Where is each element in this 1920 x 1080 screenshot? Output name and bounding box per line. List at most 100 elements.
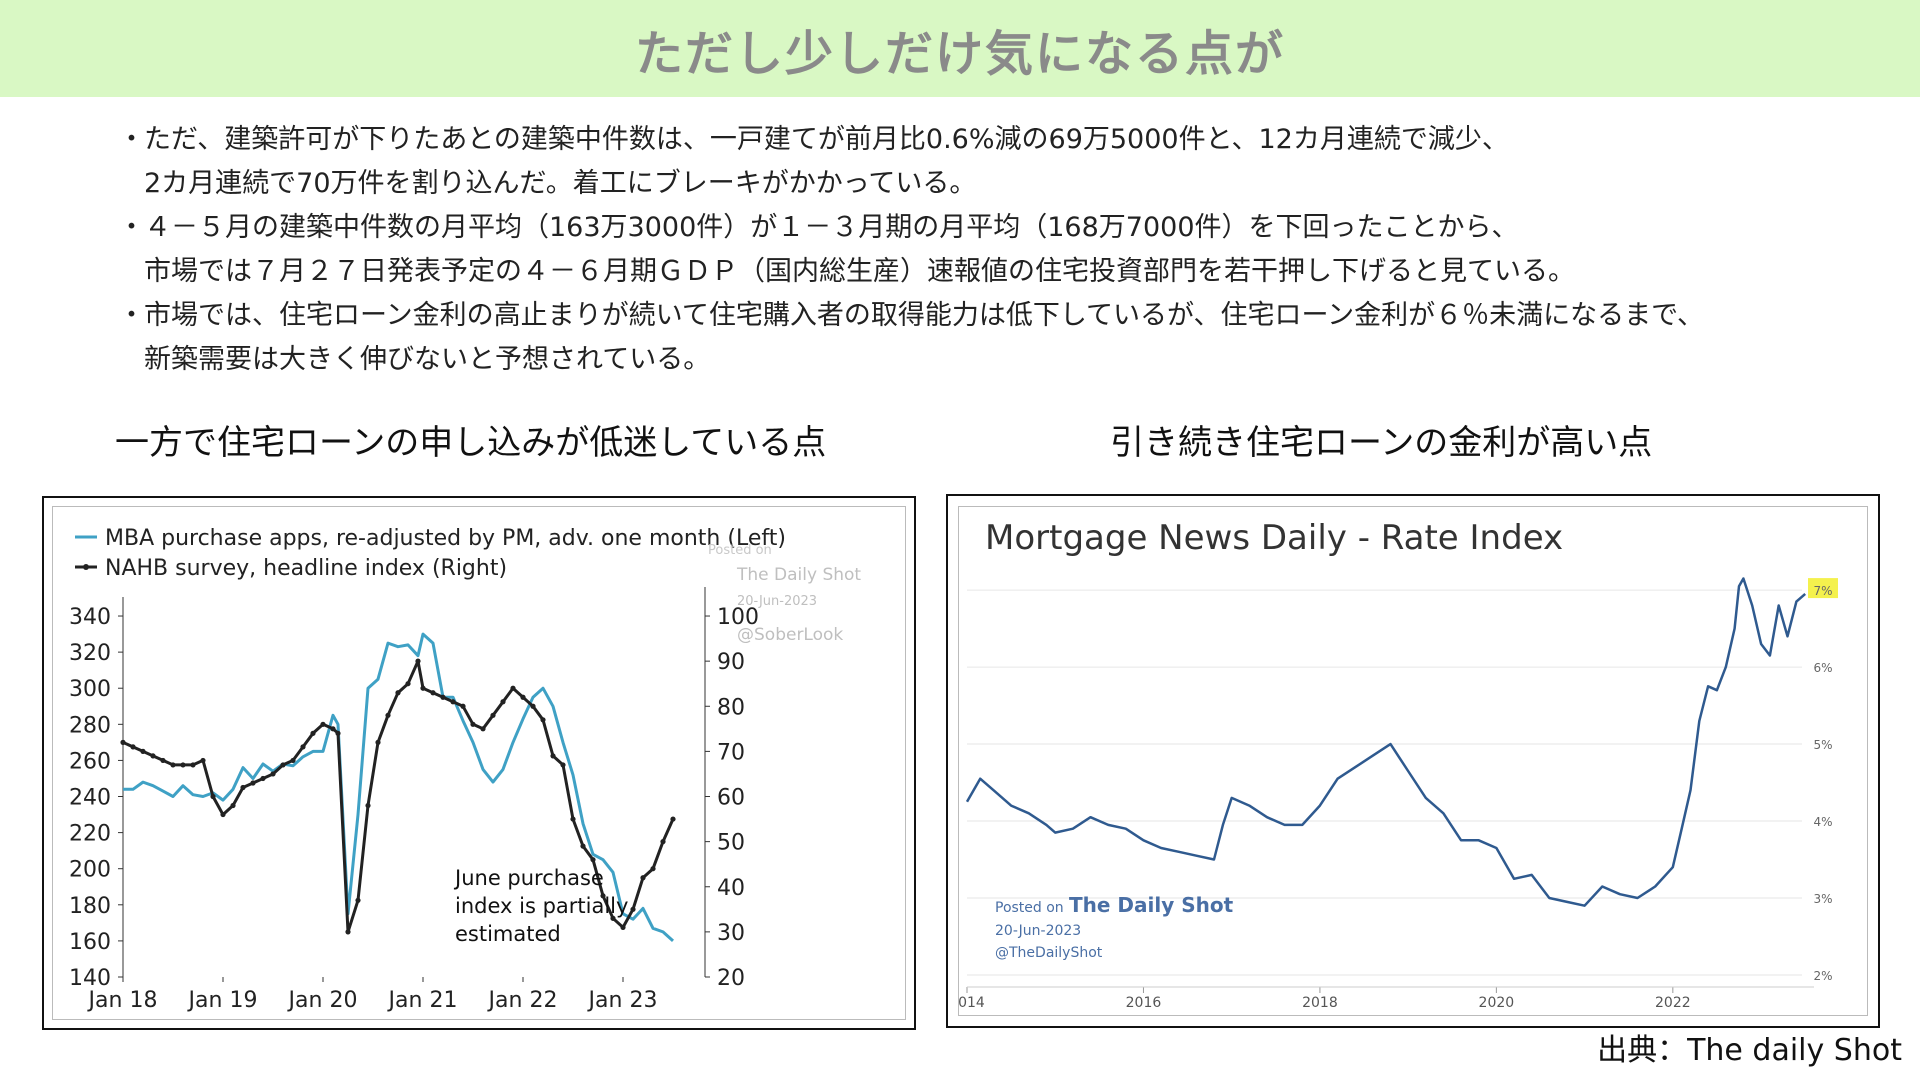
right-tick-label: 40 <box>717 876 745 901</box>
mortgage-rate-chart: Mortgage News Daily - Rate Index 2% 3% 4% 5%… <box>959 518 1838 1011</box>
nahb-point <box>320 721 326 727</box>
nahb-point <box>530 703 536 709</box>
nahb-point <box>345 929 351 935</box>
x-tick-label: 2014 <box>959 995 985 1011</box>
left-tick-label: 260 <box>69 749 111 774</box>
nahb-point <box>200 757 206 764</box>
nahb-point <box>580 843 586 849</box>
x-tick-label: 2018 <box>1302 995 1338 1011</box>
nahb-point <box>170 762 176 768</box>
nahb-point <box>330 726 336 732</box>
left-chart-panel: MBA purchase apps, re-adjusted by PM, ad… <box>42 496 916 1030</box>
rate-index-line <box>965 577 1807 907</box>
bullet-dot: ・ <box>118 212 145 243</box>
x-tick-label: Jan 18 <box>87 988 158 1013</box>
source-credit: 出典：The daily Shot <box>1597 1033 1902 1068</box>
watermark-name: The Daily Shot <box>1069 893 1234 917</box>
bullet-line: ただ、建築許可が下りたあとの建築中件数は、一戸建てが前月比0.6%減の69万50… <box>144 124 1509 155</box>
bullet-dot: ・ <box>118 124 145 155</box>
nahb-point <box>430 690 436 696</box>
nahb-point <box>630 906 636 912</box>
legend-label-2: NAHB survey, headline index (Right) <box>105 556 507 581</box>
x-tick-label: Jan 23 <box>587 988 658 1013</box>
nahb-point <box>140 748 146 754</box>
bullet-line: 市場では７月２７日発表予定の４－６月期ＧＤＰ（国内総生産）速報値の住宅投資部門を… <box>144 256 1575 287</box>
nahb-point <box>570 816 576 822</box>
nahb-point <box>395 690 401 696</box>
bullet-line: ４－５月の建築中件数の月平均（163万3000件）が１－３月期の月平均（168万… <box>144 212 1519 243</box>
bullet-line: 2カ月連続で70万件を割り込んだ。着工にブレーキがかかっている。 <box>144 168 977 199</box>
y-tick-label: 7% <box>1813 584 1832 598</box>
nahb-point <box>300 744 306 750</box>
nahb-point <box>415 658 421 664</box>
mba-nahb-chart: MBA purchase apps, re-adjusted by PM, ad… <box>69 526 861 1013</box>
nahb-point <box>375 739 381 745</box>
right-section-title: 引き続き住宅ローンの金利が高い点 <box>1110 423 1653 463</box>
nahb-point <box>660 839 666 845</box>
watermark-date: 20-Jun-2023 <box>737 594 817 609</box>
x-tick-label: Jan 21 <box>387 988 458 1013</box>
nahb-point <box>310 730 316 736</box>
bullet-item: ・ ただ、建築許可が下りたあとの建築中件数は、一戸建てが前月比0.6%減の69万… <box>118 118 1898 206</box>
nahb-point <box>520 694 526 700</box>
y-tick-label: 4% <box>1813 815 1832 829</box>
nahb-point <box>335 730 341 736</box>
bullet-item: ・ ４－５月の建築中件数の月平均（163万3000件）が１－３月期の月平均（16… <box>118 206 1898 294</box>
nahb-point <box>450 699 456 705</box>
annotation-line: estimated <box>455 922 561 946</box>
nahb-point <box>550 753 556 759</box>
x-tick-label: Jan 20 <box>287 988 358 1013</box>
y-tick-label: 5% <box>1813 738 1832 752</box>
nahb-point <box>405 681 411 687</box>
nahb-point <box>610 915 616 921</box>
watermark-name: The Daily Shot <box>736 565 861 585</box>
nahb-point <box>230 802 236 809</box>
annotation-line: June purchase <box>453 866 604 890</box>
left-tick-label: 140 <box>69 966 111 991</box>
series-line-mba <box>123 632 675 943</box>
left-tick-label: 320 <box>69 641 111 666</box>
nahb-point <box>640 875 646 881</box>
nahb-point <box>365 802 371 809</box>
bullet-line: 市場では、住宅ローン金利の高止まりが続いて住宅購入者の取得能力は低下しているが、… <box>144 300 1705 331</box>
left-section-title: 一方で住宅ローンの申し込みが低迷している点 <box>115 423 827 463</box>
right-chart-panel: Mortgage News Daily - Rate Index 2% 3% 4% 5%… <box>946 494 1880 1028</box>
nahb-point <box>290 757 296 764</box>
nahb-point <box>190 762 196 768</box>
nahb-point <box>240 784 246 791</box>
nahb-point <box>385 712 391 718</box>
nahb-point <box>130 744 136 750</box>
bullet-list: ・ ただ、建築許可が下りたあとの建築中件数は、一戸建てが前月比0.6%減の69万… <box>118 118 1898 382</box>
nahb-point <box>270 771 276 777</box>
nahb-point <box>620 924 626 930</box>
nahb-point <box>220 811 226 818</box>
nahb-point <box>540 717 546 723</box>
y-tick-label: 6% <box>1813 661 1832 675</box>
nahb-point <box>150 753 156 759</box>
watermark-handle: @SoberLook <box>737 625 843 645</box>
highlight-box <box>1808 578 1838 599</box>
right-tick-label: 50 <box>717 831 745 856</box>
watermark-posted: Posted on <box>995 900 1064 916</box>
left-tick-label: 160 <box>69 930 111 955</box>
x-tick-label: 2016 <box>1126 995 1162 1011</box>
left-tick-label: 240 <box>69 786 111 811</box>
right-tick-label: 90 <box>717 650 745 675</box>
nahb-point <box>460 703 466 709</box>
right-tick-label: 100 <box>717 605 759 630</box>
nahb-point <box>650 866 656 872</box>
nahb-point <box>590 857 596 863</box>
watermark-posted: Posted on <box>708 543 772 558</box>
nahb-point <box>355 897 361 903</box>
right-tick-label: 80 <box>717 695 745 720</box>
nahb-point <box>560 762 566 768</box>
annotation-line: index is partially <box>455 894 628 918</box>
right-tick-label: 60 <box>717 786 745 811</box>
x-tick-label: 2022 <box>1655 995 1691 1011</box>
bullet-dot: ・ <box>118 300 145 331</box>
nahb-point <box>250 780 256 786</box>
nahb-point <box>180 762 186 768</box>
left-tick-label: 200 <box>69 858 111 883</box>
legend-label-1: MBA purchase apps, re-adjusted by PM, ad… <box>105 526 786 551</box>
x-tick-label: Jan 19 <box>187 988 258 1013</box>
